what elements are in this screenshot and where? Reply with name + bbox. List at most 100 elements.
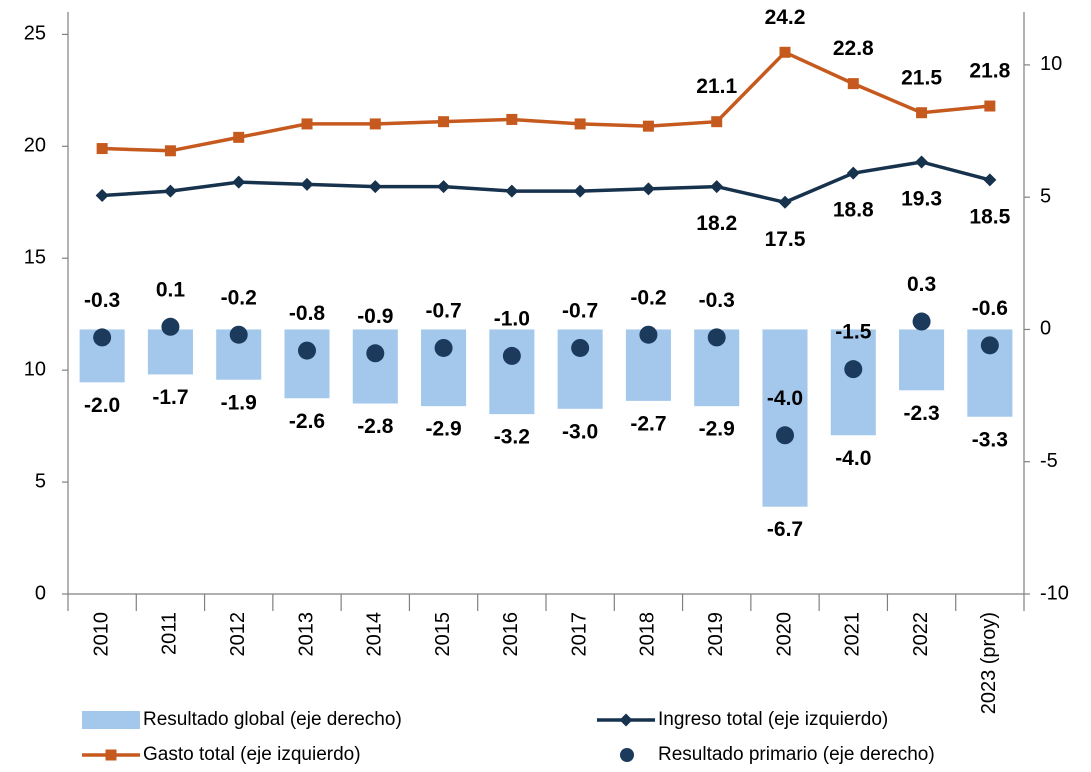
point: [639, 325, 658, 344]
data-label: -1.9: [221, 391, 257, 414]
x-tick-label: 2015: [432, 612, 454, 657]
data-label: 24.2: [765, 6, 806, 29]
data-label: -0.7: [562, 300, 598, 323]
legend-swatch: [82, 711, 140, 729]
bar: [830, 329, 876, 436]
data-label: -1.7: [152, 386, 188, 409]
data-label: -2.0: [84, 394, 120, 417]
data-label: 17.5: [765, 228, 806, 251]
point: [298, 341, 316, 360]
data-label: 21.5: [901, 66, 942, 89]
data-label: -2.9: [699, 418, 735, 441]
legend-swatch: [620, 748, 634, 762]
bar: [489, 329, 535, 415]
data-label: -2.9: [425, 418, 461, 441]
data-label: 21.1: [696, 75, 737, 98]
data-label: 18.8: [833, 199, 874, 222]
line-marker: [847, 78, 859, 90]
line-marker: [369, 118, 381, 130]
data-label: -2.3: [903, 402, 939, 425]
x-tick-label: 2011: [159, 612, 181, 655]
line-marker: [96, 143, 108, 155]
legend-marker: [619, 713, 633, 727]
point: [161, 317, 180, 336]
x-tick-label: 2020: [773, 612, 795, 657]
line-marker: [368, 180, 382, 194]
point: [502, 346, 521, 365]
bar: [284, 329, 330, 399]
line-marker: [437, 180, 451, 194]
point: [912, 312, 931, 331]
x-tick-label: 2017: [568, 612, 590, 657]
data-label: -2.6: [289, 410, 325, 433]
x-tick-label: 2018: [637, 612, 659, 657]
point: [707, 328, 726, 347]
point: [366, 344, 385, 363]
data-label: -0.7: [425, 300, 461, 323]
point: [776, 426, 794, 445]
line-marker: [641, 182, 655, 196]
x-tick-label: 2013: [295, 612, 317, 657]
point: [229, 325, 248, 344]
y-tick-label: 15: [24, 247, 46, 269]
x-tick-label: 2021: [842, 612, 864, 657]
line: [102, 160, 991, 205]
point: [434, 338, 453, 357]
bar: [147, 329, 193, 375]
y2-tick-label: -10: [1040, 582, 1069, 604]
data-label: -0.3: [699, 289, 735, 312]
line-marker: [232, 175, 246, 189]
bar: [899, 329, 945, 391]
data-label: -6.7: [767, 518, 803, 541]
data-label: -0.2: [221, 286, 257, 309]
line-marker: [300, 177, 314, 191]
x-tick-label: 2012: [227, 612, 249, 657]
data-label: -0.2: [630, 286, 666, 309]
data-label: -4.0: [767, 387, 803, 410]
y-tick-label: 10: [24, 358, 46, 380]
data-label: 0.3: [907, 273, 936, 296]
line-marker: [710, 180, 724, 194]
bar: [762, 329, 808, 507]
x-tick-label: 2014: [364, 612, 386, 657]
data-label: -3.2: [494, 426, 530, 449]
point: [93, 328, 112, 347]
x-tick-label: 2023 (proy): [978, 612, 1000, 714]
legend-label: Resultado global (eje derecho): [143, 709, 402, 730]
x-tick-label: 2019: [705, 612, 727, 657]
y2-tick-label: 5: [1040, 185, 1051, 207]
data-label: -1.5: [835, 321, 872, 344]
y-tick-label: 5: [35, 470, 46, 492]
x-tick-label: 2016: [500, 612, 522, 657]
line-marker: [779, 46, 791, 58]
y2-tick-label: -5: [1040, 450, 1058, 472]
line-marker: [778, 195, 792, 209]
data-label: 18.2: [696, 212, 737, 235]
y2-tick-label: 10: [1040, 53, 1062, 75]
data-label: -0.9: [357, 305, 393, 328]
data-label: -4.0: [835, 447, 871, 470]
line-marker: [642, 120, 654, 132]
data-label: 22.8: [833, 37, 874, 60]
point: [844, 360, 863, 379]
line-marker: [574, 118, 586, 130]
line-marker: [983, 173, 997, 187]
legend-marker: [105, 749, 117, 761]
data-label: 21.8: [969, 60, 1010, 83]
data-label: -3.3: [972, 428, 1008, 451]
point: [980, 336, 999, 355]
legend-label: Gasto total (eje izquierdo): [143, 744, 361, 765]
line-marker: [916, 107, 928, 119]
line-marker: [915, 155, 929, 169]
data-label: 0.1: [156, 278, 186, 301]
line-marker: [301, 118, 313, 130]
x-tick-label: 2022: [910, 612, 932, 657]
legend-label: Ingreso total (eje izquierdo): [658, 709, 888, 730]
line-marker: [984, 100, 996, 112]
line-marker: [506, 113, 518, 125]
data-label: -0.8: [289, 302, 326, 325]
data-label: -3.0: [562, 420, 598, 443]
bar: [352, 329, 398, 404]
line: [102, 50, 991, 153]
data-label: -2.7: [630, 412, 666, 435]
